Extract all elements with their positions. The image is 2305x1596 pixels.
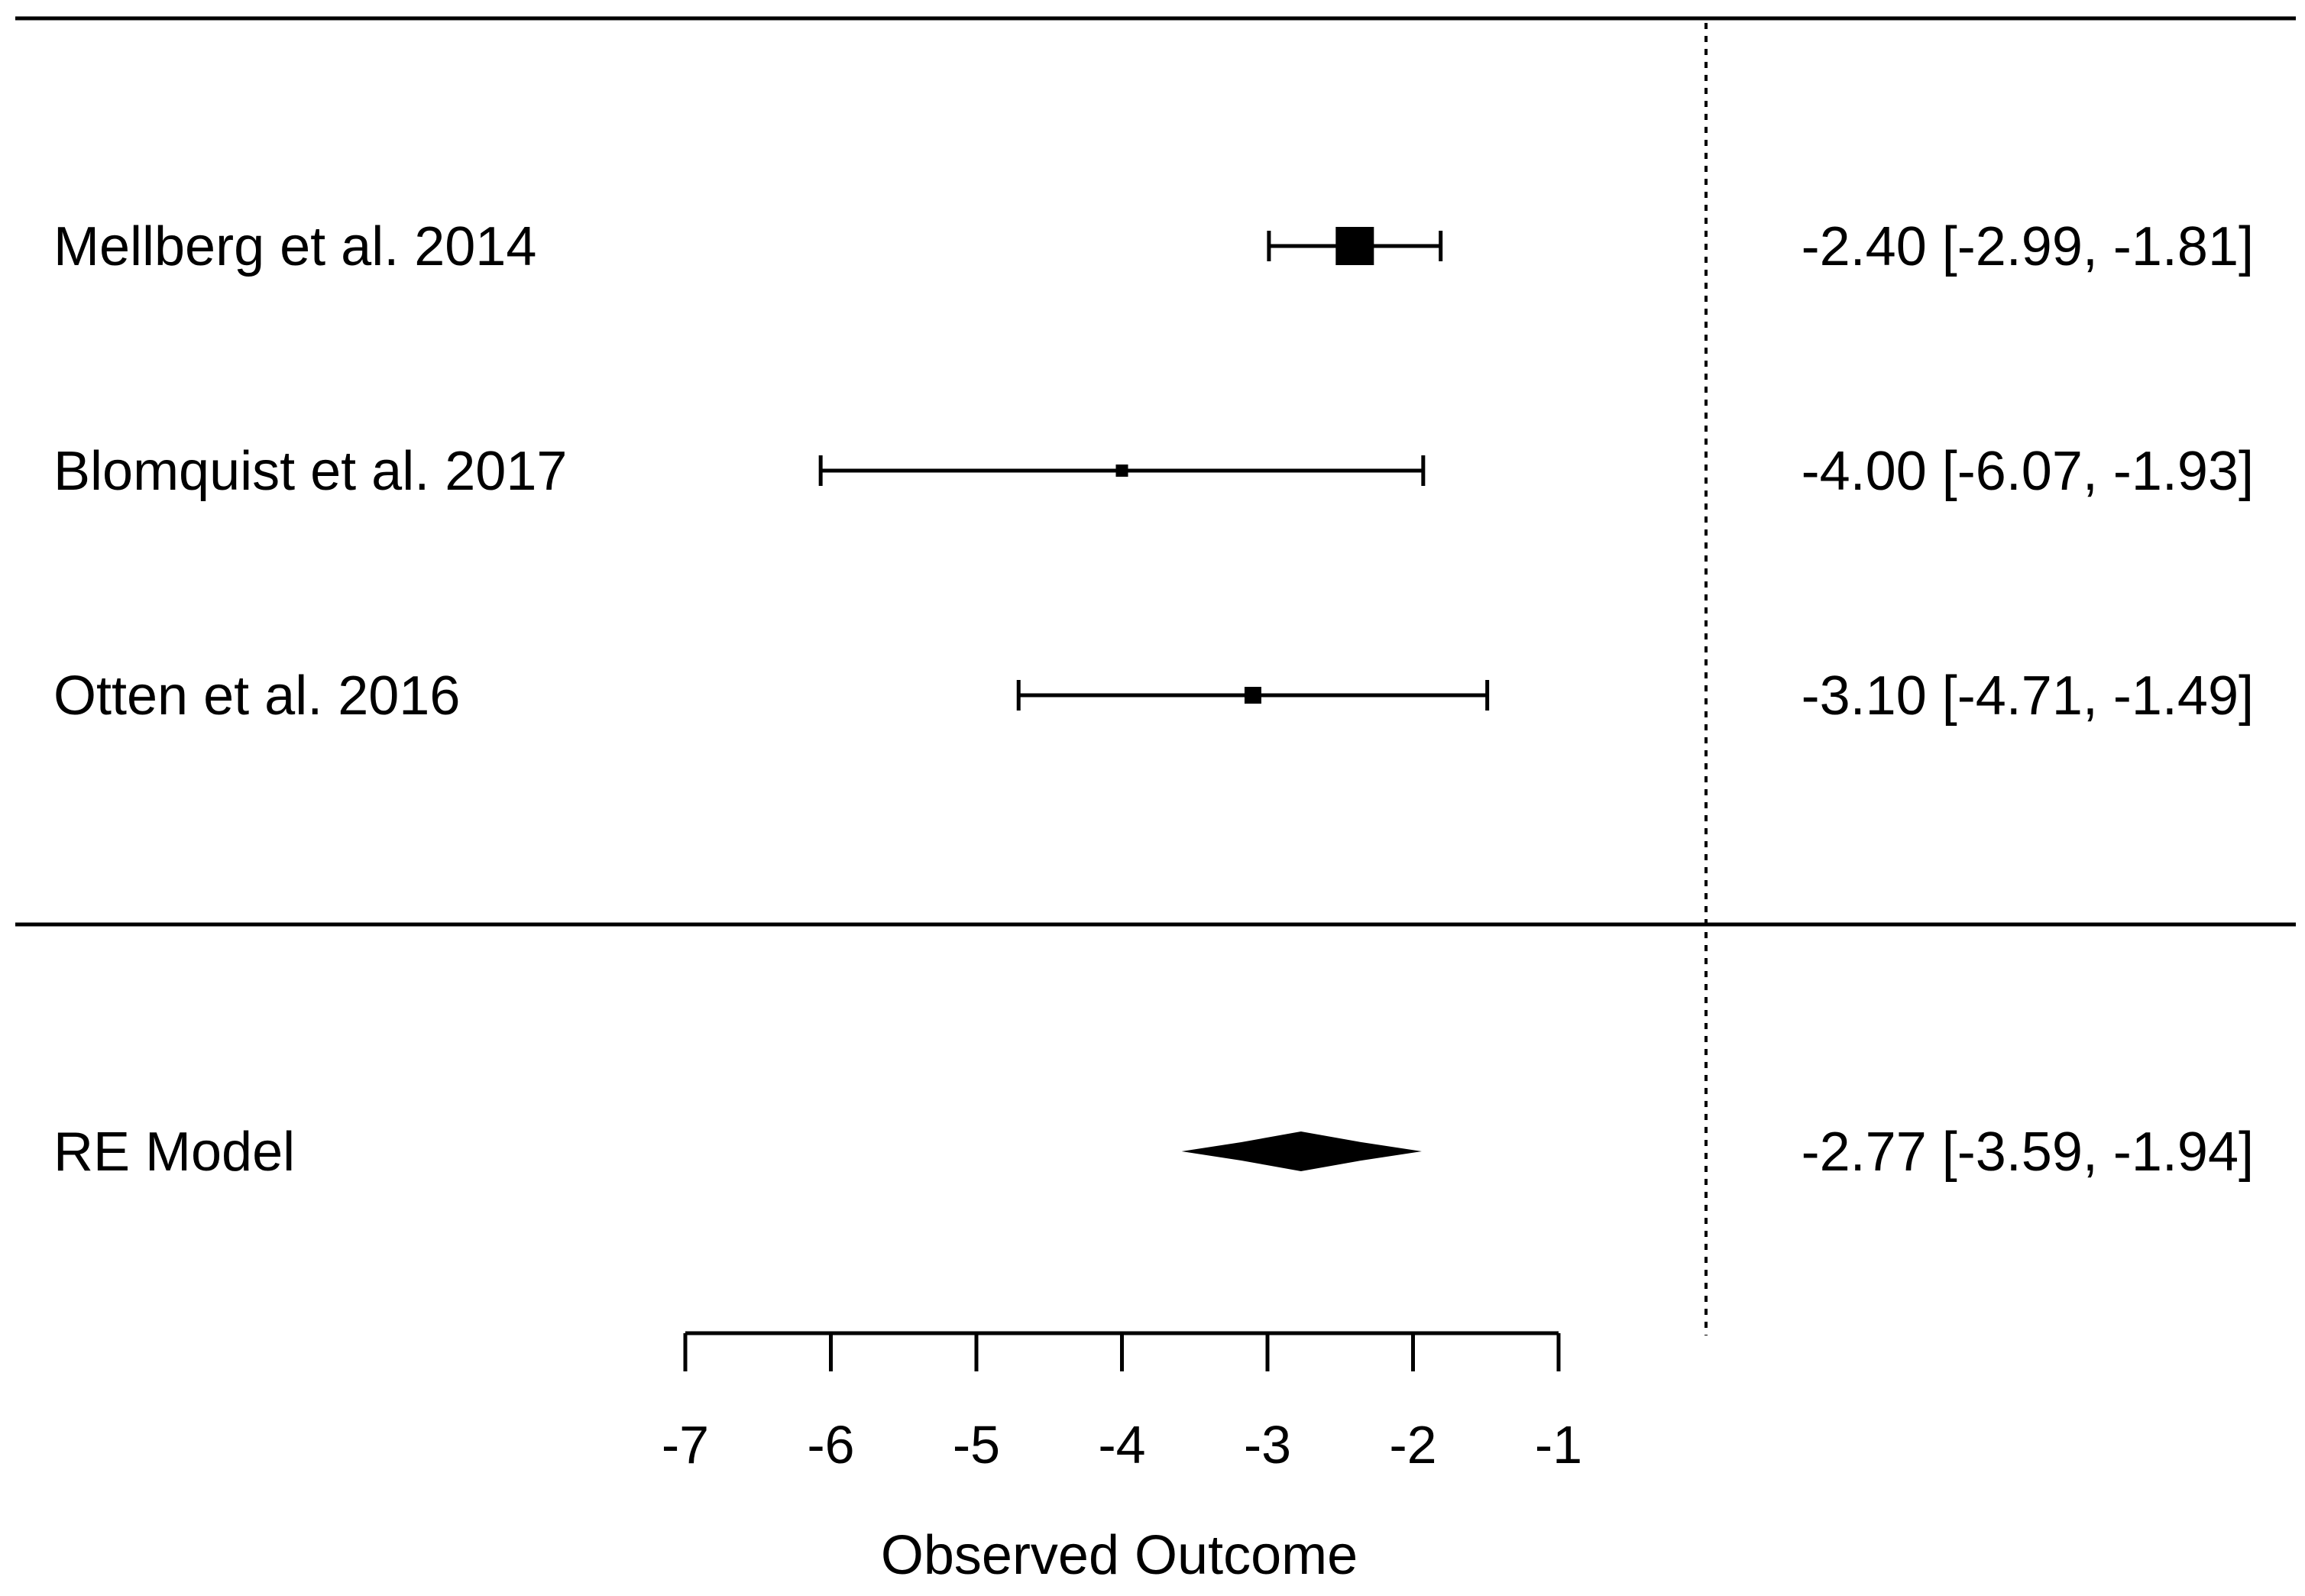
summary-diamond	[1181, 1131, 1422, 1171]
study-rows: Mellberg et al. 2014 -2.40 [-2.99, -1.81]…	[53, 216, 2254, 727]
x-tick-label: -2	[1389, 1415, 1436, 1475]
point-estimate-marker	[1335, 227, 1374, 265]
x-axis-ticks: -7 -6 -5 -4 -3 -2 -1	[662, 1333, 1582, 1475]
study-label: Blomquist et al. 2017	[53, 441, 567, 502]
summary-label: RE Model	[53, 1122, 295, 1183]
estimate-ci-text: -2.40 [-2.99, -1.81]	[1802, 216, 2254, 277]
x-tick-label: -3	[1244, 1415, 1291, 1475]
study-row: Blomquist et al. 2017 -4.00 [-6.07, -1.93…	[53, 441, 2254, 502]
point-estimate-marker	[1244, 687, 1261, 704]
point-estimate-marker	[1115, 465, 1128, 477]
x-tick-label: -5	[953, 1415, 1000, 1475]
x-axis: -7 -6 -5 -4 -3 -2 -1 Observed Outcome	[662, 1331, 1582, 1586]
estimate-ci-text: -3.10 [-4.71, -1.49]	[1802, 665, 2254, 727]
x-tick-label: -7	[662, 1415, 709, 1475]
study-label: Mellberg et al. 2014	[53, 216, 536, 277]
x-tick-label: -6	[807, 1415, 854, 1475]
study-row: Otten et al. 2016 -3.10 [-4.71, -1.49]	[53, 665, 2254, 727]
study-label: Otten et al. 2016	[53, 665, 460, 727]
x-tick-label: -1	[1535, 1415, 1582, 1475]
x-axis-title: Observed Outcome	[881, 1525, 1358, 1586]
summary-row: RE Model -2.77 [-3.59, -1.94]	[53, 1122, 2254, 1183]
x-tick-label: -4	[1098, 1415, 1145, 1475]
summary-ci-text: -2.77 [-3.59, -1.94]	[1802, 1122, 2254, 1183]
estimate-ci-text: -4.00 [-6.07, -1.93]	[1802, 441, 2254, 502]
study-row: Mellberg et al. 2014 -2.40 [-2.99, -1.81]	[53, 216, 2254, 277]
